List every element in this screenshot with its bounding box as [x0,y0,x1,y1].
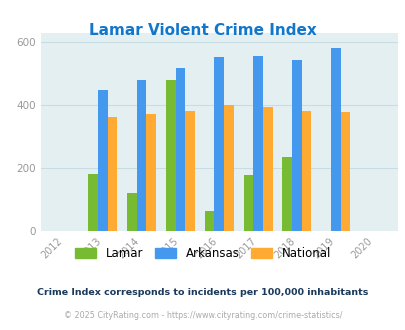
Bar [253,56,262,231]
Bar [214,57,224,231]
Legend: Lamar, Arkansas, National: Lamar, Arkansas, National [75,247,330,260]
Bar [243,175,253,231]
Bar [301,111,311,231]
Bar [291,60,301,231]
Bar [340,112,350,231]
Bar [146,114,156,231]
Bar [175,68,185,231]
Bar [165,80,175,231]
Bar [185,111,194,231]
Text: © 2025 CityRating.com - https://www.cityrating.com/crime-statistics/: © 2025 CityRating.com - https://www.city… [64,311,341,320]
Bar [98,90,107,231]
Bar [204,211,214,231]
Bar [330,48,340,231]
Bar [281,157,291,231]
Bar [136,80,146,231]
Bar [127,193,136,231]
Bar [88,175,98,231]
Bar [107,117,117,231]
Bar [224,105,233,231]
Text: Lamar Violent Crime Index: Lamar Violent Crime Index [89,23,316,38]
Bar [262,107,272,231]
Text: Crime Index corresponds to incidents per 100,000 inhabitants: Crime Index corresponds to incidents per… [37,287,368,297]
